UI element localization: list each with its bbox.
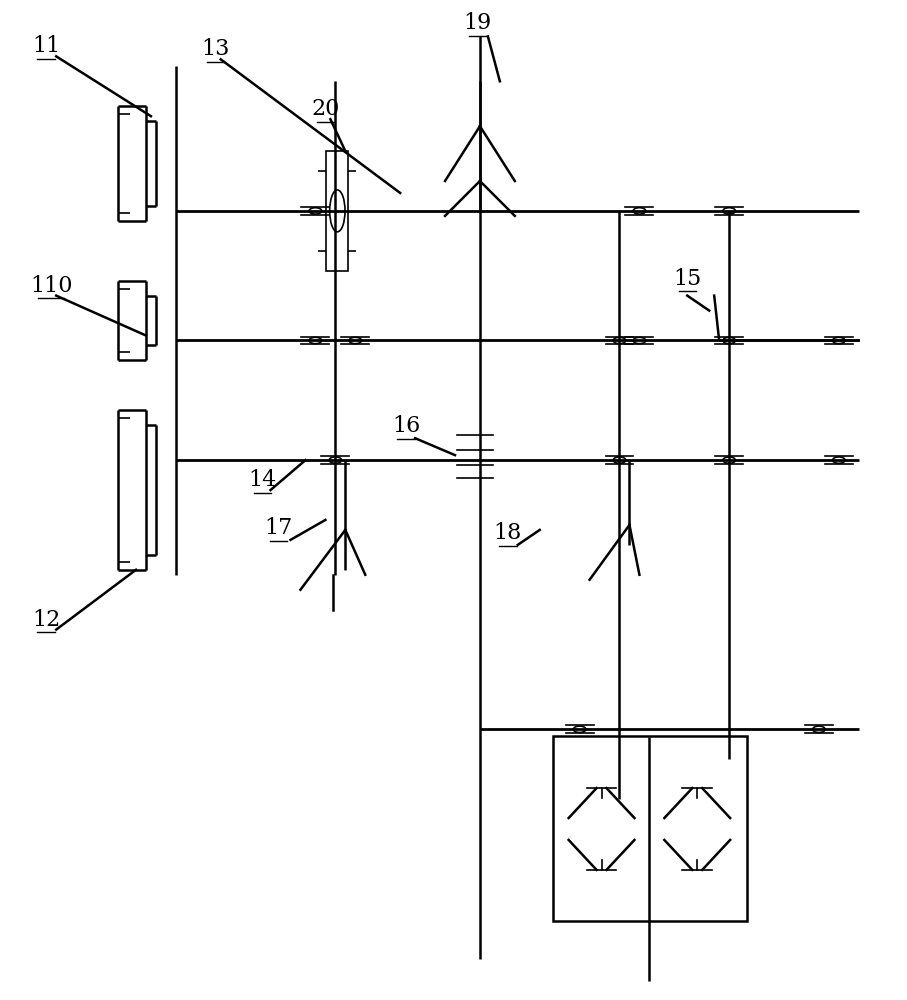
Text: 20: 20 — [311, 98, 339, 120]
Text: 17: 17 — [265, 517, 293, 539]
Text: 13: 13 — [201, 38, 229, 60]
Text: 110: 110 — [30, 275, 73, 297]
Text: 16: 16 — [392, 415, 420, 437]
Text: 15: 15 — [673, 268, 701, 290]
Bar — [552, 736, 747, 921]
Text: 18: 18 — [493, 522, 522, 544]
Text: 14: 14 — [249, 469, 277, 491]
Text: 19: 19 — [463, 12, 493, 34]
Text: 12: 12 — [32, 609, 61, 631]
Bar — [327, 151, 348, 271]
Text: 11: 11 — [32, 35, 61, 57]
